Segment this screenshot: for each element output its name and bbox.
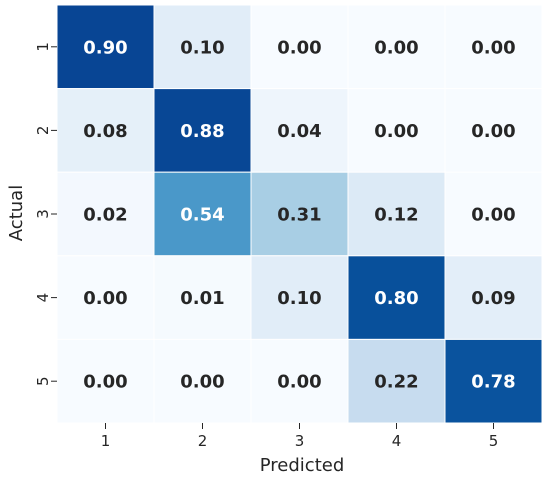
cell-value-r3-c2: 0.54 (180, 205, 224, 226)
heatmap-cell-r1-c4 (347, 4, 446, 90)
y-tick-label-1: 1 (34, 42, 52, 52)
x-tick-label-1: 1 (101, 432, 111, 450)
heatmap-cell-r2-c3 (250, 88, 349, 173)
heatmap-cell-r3-c4 (347, 171, 446, 257)
cell-value-r2-c3: 0.04 (277, 121, 321, 142)
x-tick-label-4: 4 (392, 432, 402, 450)
cell-value-r4-c1: 0.00 (83, 288, 127, 309)
y-tick-label-2: 2 (34, 126, 52, 136)
cell-value-r4-c5: 0.09 (471, 288, 515, 309)
cell-value-r3-c5: 0.00 (471, 205, 515, 226)
heatmap-cell-r3-c3 (250, 171, 349, 257)
heatmap-cell-r1-c3 (250, 4, 349, 90)
cell-value-r1-c5: 0.00 (471, 37, 515, 58)
cell-value-r3-c3: 0.31 (277, 205, 321, 226)
cell-value-r1-c2: 0.10 (180, 37, 224, 58)
y-tick-label-3: 3 (34, 209, 52, 219)
heatmap-cell-r5-c3 (250, 338, 349, 424)
heatmap-cell-r5-c2 (153, 338, 252, 424)
heatmap-cell-r5-c1 (56, 338, 155, 424)
cell-value-r5-c5: 0.78 (471, 372, 515, 393)
y-tick-label-4: 4 (34, 293, 52, 303)
cell-value-r4-c4: 0.80 (374, 288, 418, 309)
x-tick-label-3: 3 (295, 432, 305, 450)
x-axis-ticks: 1 2 3 4 5 (101, 423, 499, 450)
cell-value-r5-c3: 0.00 (277, 372, 321, 393)
y-axis-label: Actual (6, 185, 27, 241)
heatmap-cell-r2-c1 (56, 88, 155, 173)
cell-value-r1-c4: 0.00 (374, 37, 418, 58)
x-axis-label: Predicted (260, 455, 345, 476)
cell-value-r3-c4: 0.12 (374, 205, 418, 226)
cell-value-r5-c1: 0.00 (83, 372, 127, 393)
cell-value-r4-c2: 0.01 (180, 288, 224, 309)
cell-value-r2-c1: 0.08 (83, 121, 127, 142)
heatmap-cell-r4-c5 (444, 255, 543, 340)
heatmap-cells (56, 4, 543, 424)
heatmap-cell-r5-c5 (444, 338, 543, 424)
cell-value-r5-c4: 0.22 (374, 372, 418, 393)
heatmap-cell-r4-c3 (250, 255, 349, 340)
heatmap-cell-r1-c2 (153, 4, 252, 90)
y-tick-label-5: 5 (34, 376, 52, 386)
cell-value-r5-c2: 0.00 (180, 372, 224, 393)
heatmap-cell-r1-c5 (444, 4, 543, 90)
cell-value-r1-c3: 0.00 (277, 37, 321, 58)
y-axis-ticks: 1 2 3 4 5 (34, 42, 57, 386)
heatmap-cell-r2-c5 (444, 88, 543, 173)
heatmap-cell-r3-c5 (444, 171, 543, 257)
cell-value-r2-c2: 0.88 (180, 121, 224, 142)
heatmap-cell-r4-c2 (153, 255, 252, 340)
cell-value-r1-c1: 0.90 (83, 37, 127, 58)
heatmap-cell-r3-c2 (153, 171, 252, 257)
heatmap-cell-r4-c4 (347, 255, 446, 340)
cell-value-r2-c5: 0.00 (471, 121, 515, 142)
x-tick-label-5: 5 (489, 432, 499, 450)
cell-value-r4-c3: 0.10 (277, 288, 321, 309)
x-tick-label-2: 2 (198, 432, 208, 450)
heatmap-cell-r1-c1 (56, 4, 155, 90)
cell-value-r3-c1: 0.02 (83, 205, 127, 226)
cell-value-r2-c4: 0.00 (374, 121, 418, 142)
cell-value-labels: 0.90 0.10 0.00 0.00 0.00 0.08 0.88 0.04 0.00 0.00… (83, 37, 515, 392)
